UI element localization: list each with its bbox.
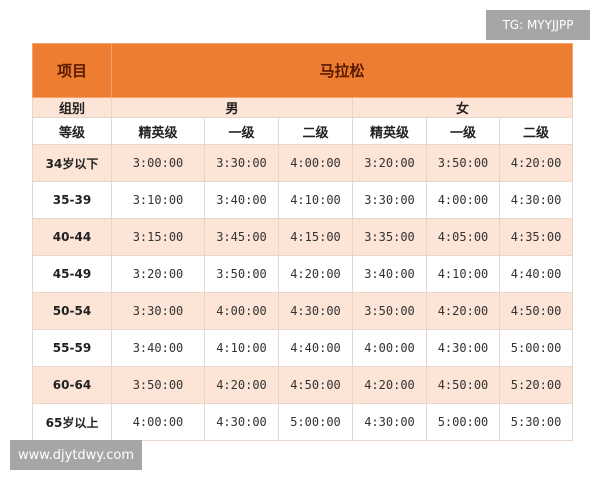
- level-row: 等级 精英级 一级 二级 精英级 一级 二级: [32, 117, 574, 145]
- time-cell: 4:50:00: [498, 292, 574, 330]
- level-header: 精英级: [111, 117, 205, 145]
- time-cell: 4:00:00: [111, 403, 205, 441]
- time-cell: 3:40:00: [111, 329, 205, 367]
- table-row: 34岁以下 3:00:00 3:30:00 4:00:00 3:20:00 3:50:00…: [32, 144, 574, 182]
- time-cell: 4:50:00: [278, 366, 353, 404]
- age-group: 55-59: [32, 329, 112, 367]
- time-cell: 3:20:00: [111, 255, 205, 293]
- time-cell: 3:00:00: [111, 144, 205, 182]
- time-cell: 4:00:00: [426, 181, 500, 219]
- time-cell: 4:10:00: [204, 329, 279, 367]
- time-cell: 4:20:00: [204, 366, 279, 404]
- time-cell: 4:05:00: [426, 218, 500, 256]
- time-cell: 3:30:00: [352, 181, 427, 219]
- time-cell: 3:45:00: [204, 218, 279, 256]
- time-cell: 4:30:00: [352, 403, 427, 441]
- female-group: 女: [351, 97, 574, 118]
- event-title: 马拉松: [110, 43, 574, 98]
- age-group: 34岁以下: [32, 144, 112, 182]
- time-cell: 4:20:00: [498, 144, 574, 182]
- group-label: 组别: [32, 97, 112, 118]
- time-cell: 5:00:00: [426, 403, 500, 441]
- table-row: 40-44 3:15:00 3:45:00 4:15:00 3:35:00 4:05:00…: [32, 218, 574, 256]
- time-cell: 4:20:00: [352, 366, 427, 404]
- male-group: 男: [111, 97, 353, 118]
- time-cell: 4:20:00: [426, 292, 500, 330]
- time-cell: 4:00:00: [352, 329, 427, 367]
- age-group: 65岁以上: [32, 403, 112, 441]
- time-cell: 3:50:00: [204, 255, 279, 293]
- time-cell: 4:20:00: [278, 255, 353, 293]
- time-cell: 5:20:00: [498, 366, 574, 404]
- time-cell: 3:50:00: [111, 366, 205, 404]
- time-cell: 3:50:00: [352, 292, 427, 330]
- time-cell: 3:15:00: [111, 218, 205, 256]
- age-group: 50-54: [32, 292, 112, 330]
- time-cell: 4:10:00: [278, 181, 353, 219]
- watermark-top: TG: MYYJJPP: [486, 10, 590, 40]
- table-row: 65岁以上 4:00:00 4:30:00 5:00:00 4:30:00 5:00:00…: [32, 403, 574, 441]
- time-cell: 4:00:00: [278, 144, 353, 182]
- table-row: 35-39 3:10:00 3:40:00 4:10:00 3:30:00 4:00:00…: [32, 181, 574, 219]
- age-group: 45-49: [32, 255, 112, 293]
- table-row: 50-54 3:30:00 4:00:00 4:30:00 3:50:00 4:20:00…: [32, 292, 574, 330]
- time-cell: 4:10:00: [426, 255, 500, 293]
- watermark-bottom: www.djytdwy.com: [10, 440, 142, 470]
- level-header: 二级: [278, 117, 353, 145]
- header-row: 项目 马拉松: [32, 43, 574, 98]
- time-cell: 5:30:00: [498, 403, 574, 441]
- time-cell: 5:00:00: [278, 403, 353, 441]
- time-cell: 4:40:00: [498, 255, 574, 293]
- table-row: 45-49 3:20:00 3:50:00 4:20:00 3:40:00 4:10:00…: [32, 255, 574, 293]
- time-cell: 4:30:00: [204, 403, 279, 441]
- age-group: 35-39: [32, 181, 112, 219]
- time-cell: 3:10:00: [111, 181, 205, 219]
- level-header: 精英级: [352, 117, 427, 145]
- time-cell: 4:30:00: [278, 292, 353, 330]
- age-group: 40-44: [32, 218, 112, 256]
- age-group: 60-64: [32, 366, 112, 404]
- time-cell: 3:30:00: [111, 292, 205, 330]
- time-cell: 4:00:00: [204, 292, 279, 330]
- time-cell: 4:40:00: [278, 329, 353, 367]
- marathon-standards-table: 项目 马拉松 组别 男 女 等级 精英级 一级 二级 精英级 一级 二级 34岁…: [32, 43, 574, 441]
- time-cell: 4:50:00: [426, 366, 500, 404]
- time-cell: 3:30:00: [204, 144, 279, 182]
- time-cell: 3:35:00: [352, 218, 427, 256]
- level-header: 一级: [426, 117, 500, 145]
- time-cell: 3:20:00: [352, 144, 427, 182]
- time-cell: 4:15:00: [278, 218, 353, 256]
- level-header: 二级: [498, 117, 574, 145]
- table-row: 60-64 3:50:00 4:20:00 4:50:00 4:20:00 4:50:00…: [32, 366, 574, 404]
- item-label: 项目: [32, 43, 112, 98]
- level-header: 一级: [204, 117, 279, 145]
- time-cell: 4:30:00: [498, 181, 574, 219]
- time-cell: 3:50:00: [426, 144, 500, 182]
- time-cell: 5:00:00: [498, 329, 574, 367]
- level-label: 等级: [32, 117, 112, 145]
- time-cell: 3:40:00: [352, 255, 427, 293]
- time-cell: 4:30:00: [426, 329, 500, 367]
- table-row: 55-59 3:40:00 4:10:00 4:40:00 4:00:00 4:30:00…: [32, 329, 574, 367]
- time-cell: 4:35:00: [498, 218, 574, 256]
- group-row: 组别 男 女: [32, 97, 574, 118]
- time-cell: 3:40:00: [204, 181, 279, 219]
